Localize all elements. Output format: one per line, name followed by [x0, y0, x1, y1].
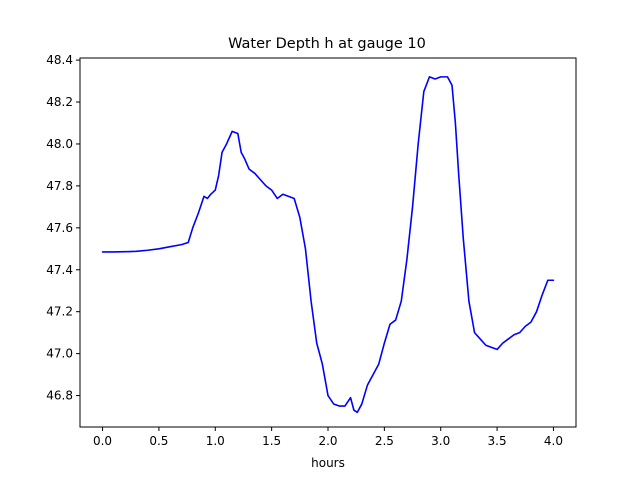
x-tick-label: 0.5 [149, 434, 168, 448]
x-tick-label: 4.0 [544, 434, 563, 448]
y-tick-label: 48.4 [46, 53, 73, 67]
x-tick-label: 3.0 [431, 434, 450, 448]
x-tick-label: 1.0 [206, 434, 225, 448]
axes-layer: 0.0 0.5 1.0 1.5 2.0 2.5 3.0 3.5 4.0 46.8 47.0 47.2 4… [46, 53, 563, 448]
y-tick-label: 47.2 [46, 305, 73, 319]
chart-title: Water Depth h at gauge 10 [228, 36, 426, 52]
plot-background [80, 58, 576, 427]
x-tick-label: 2.5 [375, 434, 394, 448]
plot-area [80, 58, 576, 427]
y-tick-label: 48.0 [46, 137, 73, 151]
x-tick-label: 1.5 [262, 434, 281, 448]
y-tick-label: 47.0 [46, 347, 73, 361]
y-tick-label: 47.6 [46, 221, 73, 235]
y-tick-label: 48.2 [46, 95, 73, 109]
y-tick-label: 46.8 [46, 389, 73, 403]
plot-frame [79, 57, 577, 428]
x-tick-label: 0.0 [93, 434, 112, 448]
series-line-0 [101, 76, 555, 414]
series-layer [101, 76, 555, 414]
x-tick-label: 2.0 [318, 434, 337, 448]
x-axis-label: hours [311, 456, 345, 470]
y-tick-label: 47.8 [46, 179, 73, 193]
x-tick-label: 3.5 [488, 434, 507, 448]
y-tick-label: 47.4 [46, 263, 73, 277]
